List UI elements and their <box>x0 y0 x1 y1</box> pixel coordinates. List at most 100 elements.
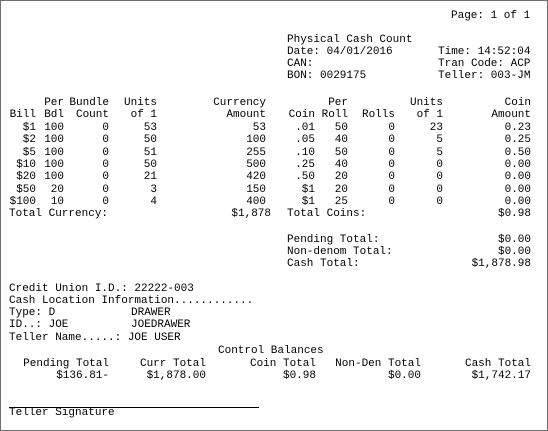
coin-rolls: 0 <box>388 183 395 196</box>
bill-per-bundle: 100 <box>44 146 64 159</box>
bill-units: 50 <box>143 134 157 147</box>
bill-units: 50 <box>143 158 157 171</box>
coin-denom: .50 <box>295 171 315 184</box>
coin-units: 0 <box>436 171 443 184</box>
bill-header-3-line2: Count <box>75 109 109 121</box>
teller-signature-label: Teller Signature <box>9 407 115 419</box>
coin-header-1-line2: Coin <box>288 109 315 121</box>
bill-denom: $50 <box>16 183 36 196</box>
coin-header-2-line2: Roll <box>321 109 348 121</box>
control-value-3: $0.98 <box>282 370 316 382</box>
coin-per-roll: 50 <box>334 146 348 159</box>
coin-amount: 0.00 <box>504 171 531 184</box>
coin-denom: $1 <box>301 183 315 196</box>
bill-per-bundle: 100 <box>44 158 64 171</box>
credit-union-id: Credit Union I.D.: 22222-003 <box>9 283 194 295</box>
coin-units: 0 <box>436 195 443 208</box>
bill-header-5-line2: Amount <box>226 109 266 121</box>
coin-rolls: 0 <box>388 195 395 208</box>
coin-amount: 0.25 <box>504 134 531 147</box>
coin-denom: .25 <box>295 158 315 171</box>
control-value-5: $1,742.17 <box>471 370 531 382</box>
coin-rolls: 0 <box>388 146 395 159</box>
bill-bundle-count: 0 <box>102 171 109 184</box>
control-header-1: Pending Total <box>23 358 109 370</box>
bill-header-1-line2: Bill <box>9 109 36 121</box>
report-title: Physical Cash Count <box>287 34 413 46</box>
bill-per-bundle: 100 <box>44 134 64 147</box>
coin-amount: 0.00 <box>504 158 531 171</box>
coin-denom: .01 <box>295 122 315 134</box>
bill-units: 21 <box>143 171 157 184</box>
nondenom-total-label: Non-denom Total: <box>287 246 393 258</box>
bill-header-4: Units <box>123 97 157 109</box>
id-label: ID..: JOE <box>9 319 69 331</box>
bill-bundle-count: 0 <box>102 146 109 159</box>
bill-units: 51 <box>143 146 157 159</box>
bill-bundle-count: 0 <box>102 158 109 171</box>
coin-rolls: 0 <box>388 158 395 171</box>
coin-per-roll: 20 <box>334 183 348 196</box>
total-coins-value: $0.98 <box>497 208 531 220</box>
cash-total-label: Cash Total: <box>287 258 360 270</box>
bill-amount: 100 <box>246 134 266 147</box>
bill-denom: $1 <box>22 122 36 134</box>
pending-total-value: $0.00 <box>497 234 531 246</box>
control-value-1: $136.81- <box>56 370 109 382</box>
coin-header-4-line2: of 1 <box>416 109 443 121</box>
bill-amount: 400 <box>246 195 266 208</box>
bill-header-5: Currency <box>213 97 266 109</box>
bill-header-3: Bundle <box>69 97 109 109</box>
bill-bundle-count: 0 <box>102 134 109 147</box>
coin-per-roll: 20 <box>334 171 348 184</box>
type-value: DRAWER <box>131 307 171 319</box>
total-currency-label: Total Currency: <box>9 208 109 220</box>
bill-units: 53 <box>143 122 157 134</box>
time-field: Time: 14:52:04 <box>438 46 531 58</box>
coin-units: 0 <box>436 183 443 196</box>
bill-amount: 420 <box>246 171 266 184</box>
bill-denom: $10 <box>16 158 36 171</box>
coin-denom: .10 <box>295 146 315 159</box>
bill-header-4-line2: of 1 <box>130 109 157 121</box>
id-value: JOEDRAWER <box>131 319 191 331</box>
control-header-2: Curr Total <box>139 358 206 370</box>
bill-amount: 255 <box>246 146 266 159</box>
control-header-3: Coin Total <box>249 358 316 370</box>
coin-rolls: 0 <box>388 122 395 134</box>
cash-location-info: Cash Location Information............ <box>9 295 254 307</box>
bill-amount: 500 <box>246 158 266 171</box>
bill-denom: $100 <box>9 195 36 208</box>
coin-units: 5 <box>436 134 443 147</box>
teller-field: Teller: 003-JM <box>438 70 531 82</box>
date-field: Date: 04/01/2016 <box>287 46 393 58</box>
pending-total-label: Pending Total: <box>287 234 380 246</box>
bill-amount: 150 <box>246 183 266 196</box>
coin-header-5-line2: Amount <box>491 109 531 121</box>
control-value-4: $0.00 <box>387 370 421 382</box>
cash-total-value: $1,878.98 <box>471 258 531 270</box>
coin-header-3-line2: Rolls <box>361 109 395 121</box>
bill-per-bundle: 10 <box>50 195 64 208</box>
bon-field: BON: 0029175 <box>287 70 367 82</box>
coin-per-roll: 40 <box>334 134 348 147</box>
coin-header-4: Units <box>409 97 443 109</box>
bill-amount: 53 <box>252 122 266 134</box>
bill-header-2: Per <box>44 97 64 109</box>
bill-bundle-count: 0 <box>102 195 109 208</box>
coin-per-roll: 40 <box>334 158 348 171</box>
total-coins-label: Total Coins: <box>287 208 367 220</box>
bill-per-bundle: 100 <box>44 122 64 134</box>
coin-denom: $1 <box>301 195 315 208</box>
coin-header-2: Per <box>328 97 348 109</box>
teller-name: Teller Name.....: JOE USER <box>9 332 181 344</box>
bill-denom: $2 <box>22 134 36 147</box>
signature-line <box>9 407 259 408</box>
coin-amount: 0.00 <box>504 195 531 208</box>
coin-header-5: Coin <box>504 97 531 109</box>
control-value-2: $1,878.00 <box>146 370 206 382</box>
coin-amount: 0.23 <box>504 122 531 134</box>
can-field: CAN: <box>287 58 314 70</box>
coin-per-roll: 50 <box>334 122 348 134</box>
